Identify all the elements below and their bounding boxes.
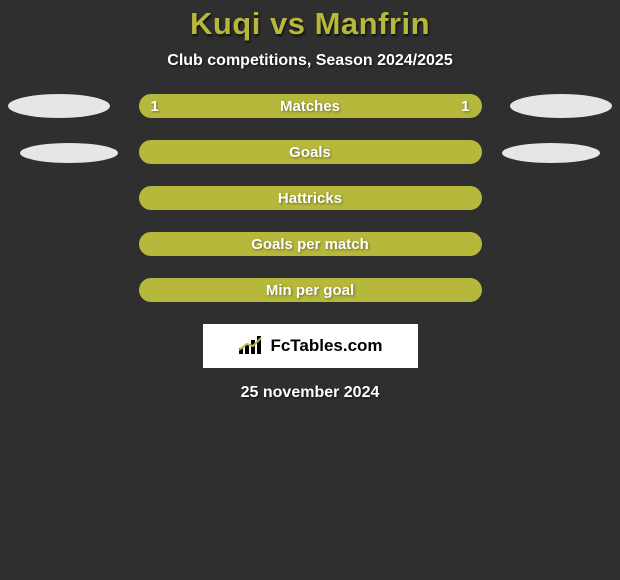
- stat-label: Matches: [139, 94, 482, 118]
- stat-label: Hattricks: [139, 186, 482, 210]
- stat-row-min-per-goal: Min per goal: [0, 278, 620, 302]
- stat-row-hattricks: Hattricks: [0, 186, 620, 210]
- stat-pill: Goals: [139, 140, 482, 164]
- page-subtitle: Club competitions, Season 2024/2025: [167, 52, 452, 70]
- stat-pill: Goals per match: [139, 232, 482, 256]
- attribution-text: FcTables.com: [270, 336, 382, 356]
- player-right-marker: [510, 94, 612, 118]
- stat-rows: 1 Matches 1 Goals Hattricks Goals per ma…: [0, 94, 620, 302]
- player-left-marker: [20, 143, 118, 163]
- stat-row-goals-per-match: Goals per match: [0, 232, 620, 256]
- stat-pill: 1 Matches 1: [139, 94, 482, 118]
- page-title: Kuqi vs Manfrin: [190, 6, 430, 42]
- stat-pill: Min per goal: [139, 278, 482, 302]
- stat-label: Goals: [139, 140, 482, 164]
- comparison-infographic: Kuqi vs Manfrin Club competitions, Seaso…: [0, 0, 620, 402]
- chart-icon: [237, 336, 265, 356]
- stat-row-goals: Goals: [0, 140, 620, 164]
- player-right-marker: [502, 143, 600, 163]
- attribution-logo: FcTables.com: [203, 324, 418, 368]
- date-label: 25 november 2024: [241, 384, 380, 402]
- stat-label: Min per goal: [139, 278, 482, 302]
- stat-value-right: 1: [461, 94, 469, 118]
- stat-pill: Hattricks: [139, 186, 482, 210]
- stat-row-matches: 1 Matches 1: [0, 94, 620, 118]
- stat-label: Goals per match: [139, 232, 482, 256]
- player-left-marker: [8, 94, 110, 118]
